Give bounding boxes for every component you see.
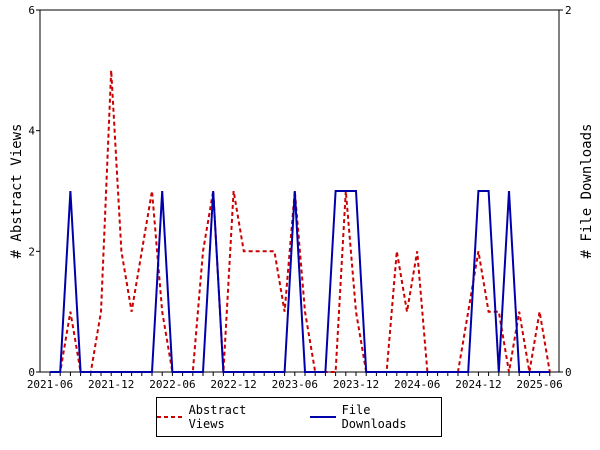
x-tick-label: 2021-06 [27,378,73,391]
legend-item-abstract-views: Abstract Views [157,403,288,431]
series-line-file-downloads [50,190,550,373]
x-tick-label: 2024-12 [455,378,501,391]
legend-label-abstract-views: Abstract Views [188,403,247,431]
legend-swatch-abstract-views [157,416,183,418]
series-line-abstract-views [50,70,551,373]
x-tick-label: 2024-06 [394,378,440,391]
y-left-tick-label: 6 [28,4,35,17]
legend-item-file-downloads: File Downloads [310,403,441,431]
x-tick-label: 2023-06 [272,378,318,391]
y-left-tick-label: 2 [28,245,35,258]
x-tick-label: 2022-06 [149,378,195,391]
y-right-axis-title: # File Downloads [579,124,595,259]
y-left-tick-label: 0 [28,366,35,379]
y-right-tick-label: 0 [565,366,572,379]
y-left-axis-title: # Abstract Views [9,124,25,259]
legend: Abstract Views File Downloads [156,397,442,437]
x-tick-label: 2021-12 [88,378,134,391]
legend-label-file-downloads: File Downloads [341,403,407,431]
legend-swatch-file-downloads [310,416,336,418]
y-right-tick-label: 2 [565,4,572,17]
x-tick-label: 2023-12 [333,378,379,391]
x-tick-label: 2022-12 [210,378,256,391]
y-left-tick-label: 4 [28,125,35,138]
x-tick-label: 2025-06 [516,378,562,391]
